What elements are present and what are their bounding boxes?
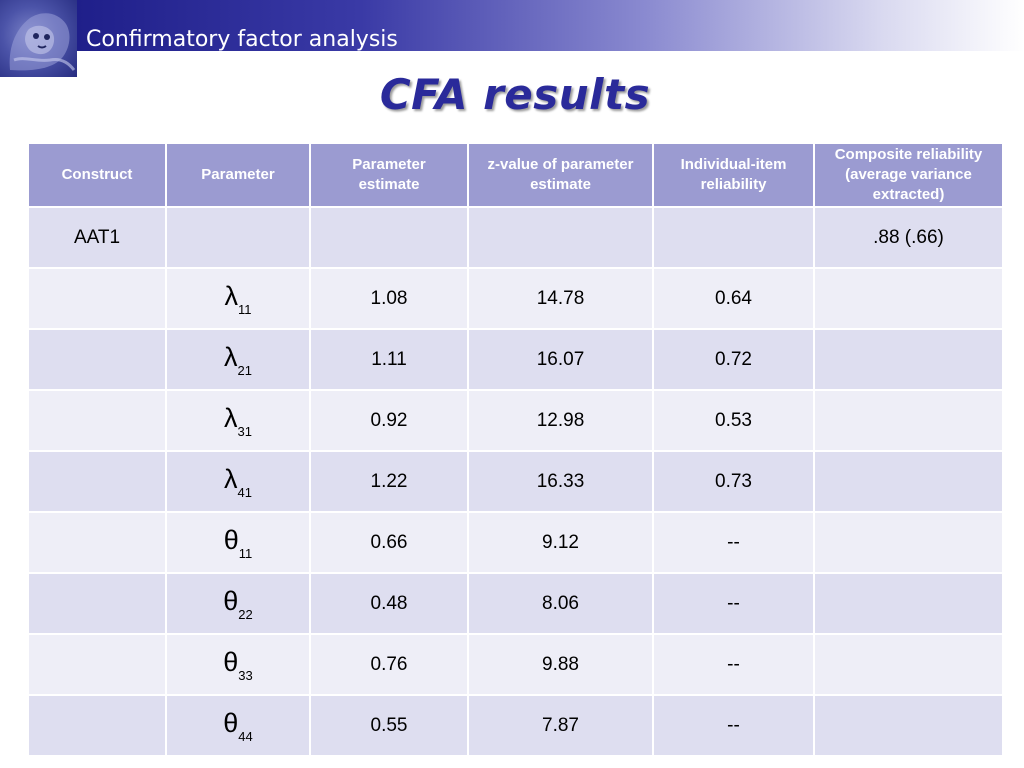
cell-composite-reliability bbox=[813, 389, 1004, 452]
parameter-symbol: θ bbox=[223, 524, 239, 555]
parameter-subscript: 11 bbox=[238, 545, 253, 561]
cell-parameter: λ11 bbox=[165, 267, 311, 330]
cell-estimate bbox=[309, 206, 469, 269]
cell-item-reliability bbox=[652, 206, 815, 269]
cell-estimate: 0.76 bbox=[309, 633, 469, 696]
cell-z-value: 16.33 bbox=[467, 450, 654, 513]
cell-construct bbox=[27, 450, 167, 513]
parameter-symbol: λ bbox=[224, 280, 239, 311]
column-header-construct: Construct bbox=[27, 142, 167, 208]
cell-composite-reliability bbox=[813, 267, 1004, 330]
parameter-subscript: 44 bbox=[238, 728, 253, 744]
parameter-symbol: λ bbox=[224, 463, 238, 494]
cell-estimate: 0.92 bbox=[309, 389, 469, 452]
parameter-symbol: λ bbox=[224, 341, 238, 372]
cell-estimate: 1.11 bbox=[309, 328, 469, 391]
cell-parameter: λ41 bbox=[165, 450, 311, 513]
table-header-row: Construct Parameter Parameter estimate z… bbox=[27, 142, 1004, 208]
lion-shrine-logo-icon bbox=[0, 0, 77, 77]
table-row: θ33 0.76 9.88 -- bbox=[27, 633, 1004, 696]
cell-z-value bbox=[467, 206, 654, 269]
cell-composite-reliability bbox=[813, 511, 1004, 574]
slide-title: CFA results bbox=[379, 70, 651, 119]
cell-parameter: θ22 bbox=[165, 572, 311, 635]
cfa-results-table: Construct Parameter Parameter estimate z… bbox=[27, 142, 1004, 757]
table-row: AAT1 .88 (.66) bbox=[27, 206, 1004, 269]
cell-construct bbox=[27, 389, 167, 452]
cell-z-value: 12.98 bbox=[467, 389, 654, 452]
cell-parameter bbox=[165, 206, 311, 269]
parameter-symbol: θ bbox=[223, 707, 239, 738]
table-row: λ11 1.08 14.78 0.64 bbox=[27, 267, 1004, 330]
cell-item-reliability: 0.64 bbox=[652, 267, 815, 330]
cell-z-value: 7.87 bbox=[467, 694, 654, 757]
column-header-parameter: Parameter bbox=[165, 142, 311, 208]
header-title: Confirmatory factor analysis bbox=[86, 27, 398, 52]
cell-construct bbox=[27, 694, 167, 757]
cell-z-value: 16.07 bbox=[467, 328, 654, 391]
cell-z-value: 9.12 bbox=[467, 511, 654, 574]
cell-z-value: 8.06 bbox=[467, 572, 654, 635]
cell-construct: AAT1 bbox=[27, 206, 167, 269]
cell-item-reliability: 0.53 bbox=[652, 389, 815, 452]
cell-estimate: 1.08 bbox=[309, 267, 469, 330]
cell-z-value: 14.78 bbox=[467, 267, 654, 330]
cell-item-reliability: -- bbox=[652, 572, 815, 635]
parameter-symbol: θ bbox=[223, 585, 239, 616]
column-header-individual-item-reliability: Individual-item reliability bbox=[652, 142, 815, 208]
column-header-parameter-estimate: Parameter estimate bbox=[309, 142, 469, 208]
column-header-z-value: z-value of parameter estimate bbox=[467, 142, 654, 208]
table-row: θ44 0.55 7.87 -- bbox=[27, 694, 1004, 757]
cell-composite-reliability bbox=[813, 328, 1004, 391]
parameter-symbol: λ bbox=[224, 402, 238, 433]
cell-z-value: 9.88 bbox=[467, 633, 654, 696]
cell-construct bbox=[27, 267, 167, 330]
parameter-symbol: θ bbox=[223, 646, 239, 677]
cell-construct bbox=[27, 633, 167, 696]
table-row: λ41 1.22 16.33 0.73 bbox=[27, 450, 1004, 513]
cell-parameter: λ21 bbox=[165, 328, 311, 391]
cell-estimate: 0.48 bbox=[309, 572, 469, 635]
header-band bbox=[77, 0, 1024, 51]
cell-composite-reliability bbox=[813, 572, 1004, 635]
cell-estimate: 0.55 bbox=[309, 694, 469, 757]
cell-parameter: θ44 bbox=[165, 694, 311, 757]
cell-estimate: 0.66 bbox=[309, 511, 469, 574]
cell-composite-reliability: .88 (.66) bbox=[813, 206, 1004, 269]
cell-parameter: θ33 bbox=[165, 633, 311, 696]
parameter-subscript: 22 bbox=[238, 606, 253, 622]
cell-construct bbox=[27, 328, 167, 391]
cell-composite-reliability bbox=[813, 450, 1004, 513]
cell-construct bbox=[27, 572, 167, 635]
table-row: θ22 0.48 8.06 -- bbox=[27, 572, 1004, 635]
cell-composite-reliability bbox=[813, 633, 1004, 696]
parameter-subscript: 41 bbox=[237, 484, 252, 500]
cell-item-reliability: -- bbox=[652, 511, 815, 574]
table-row: θ11 0.66 9.12 -- bbox=[27, 511, 1004, 574]
cell-parameter: θ11 bbox=[165, 511, 311, 574]
parameter-subscript: 21 bbox=[237, 362, 252, 378]
cell-parameter: λ31 bbox=[165, 389, 311, 452]
cell-item-reliability: -- bbox=[652, 633, 815, 696]
cell-composite-reliability bbox=[813, 694, 1004, 757]
parameter-subscript: 33 bbox=[238, 667, 253, 683]
cell-item-reliability: 0.73 bbox=[652, 450, 815, 513]
cell-estimate: 1.22 bbox=[309, 450, 469, 513]
cell-construct bbox=[27, 511, 167, 574]
table-row: λ21 1.11 16.07 0.72 bbox=[27, 328, 1004, 391]
table-row: λ31 0.92 12.98 0.53 bbox=[27, 389, 1004, 452]
cell-item-reliability: 0.72 bbox=[652, 328, 815, 391]
cell-item-reliability: -- bbox=[652, 694, 815, 757]
parameter-subscript: 11 bbox=[238, 301, 252, 317]
column-header-composite-reliability: Composite reliability (average variance … bbox=[813, 142, 1004, 208]
parameter-subscript: 31 bbox=[237, 423, 252, 439]
